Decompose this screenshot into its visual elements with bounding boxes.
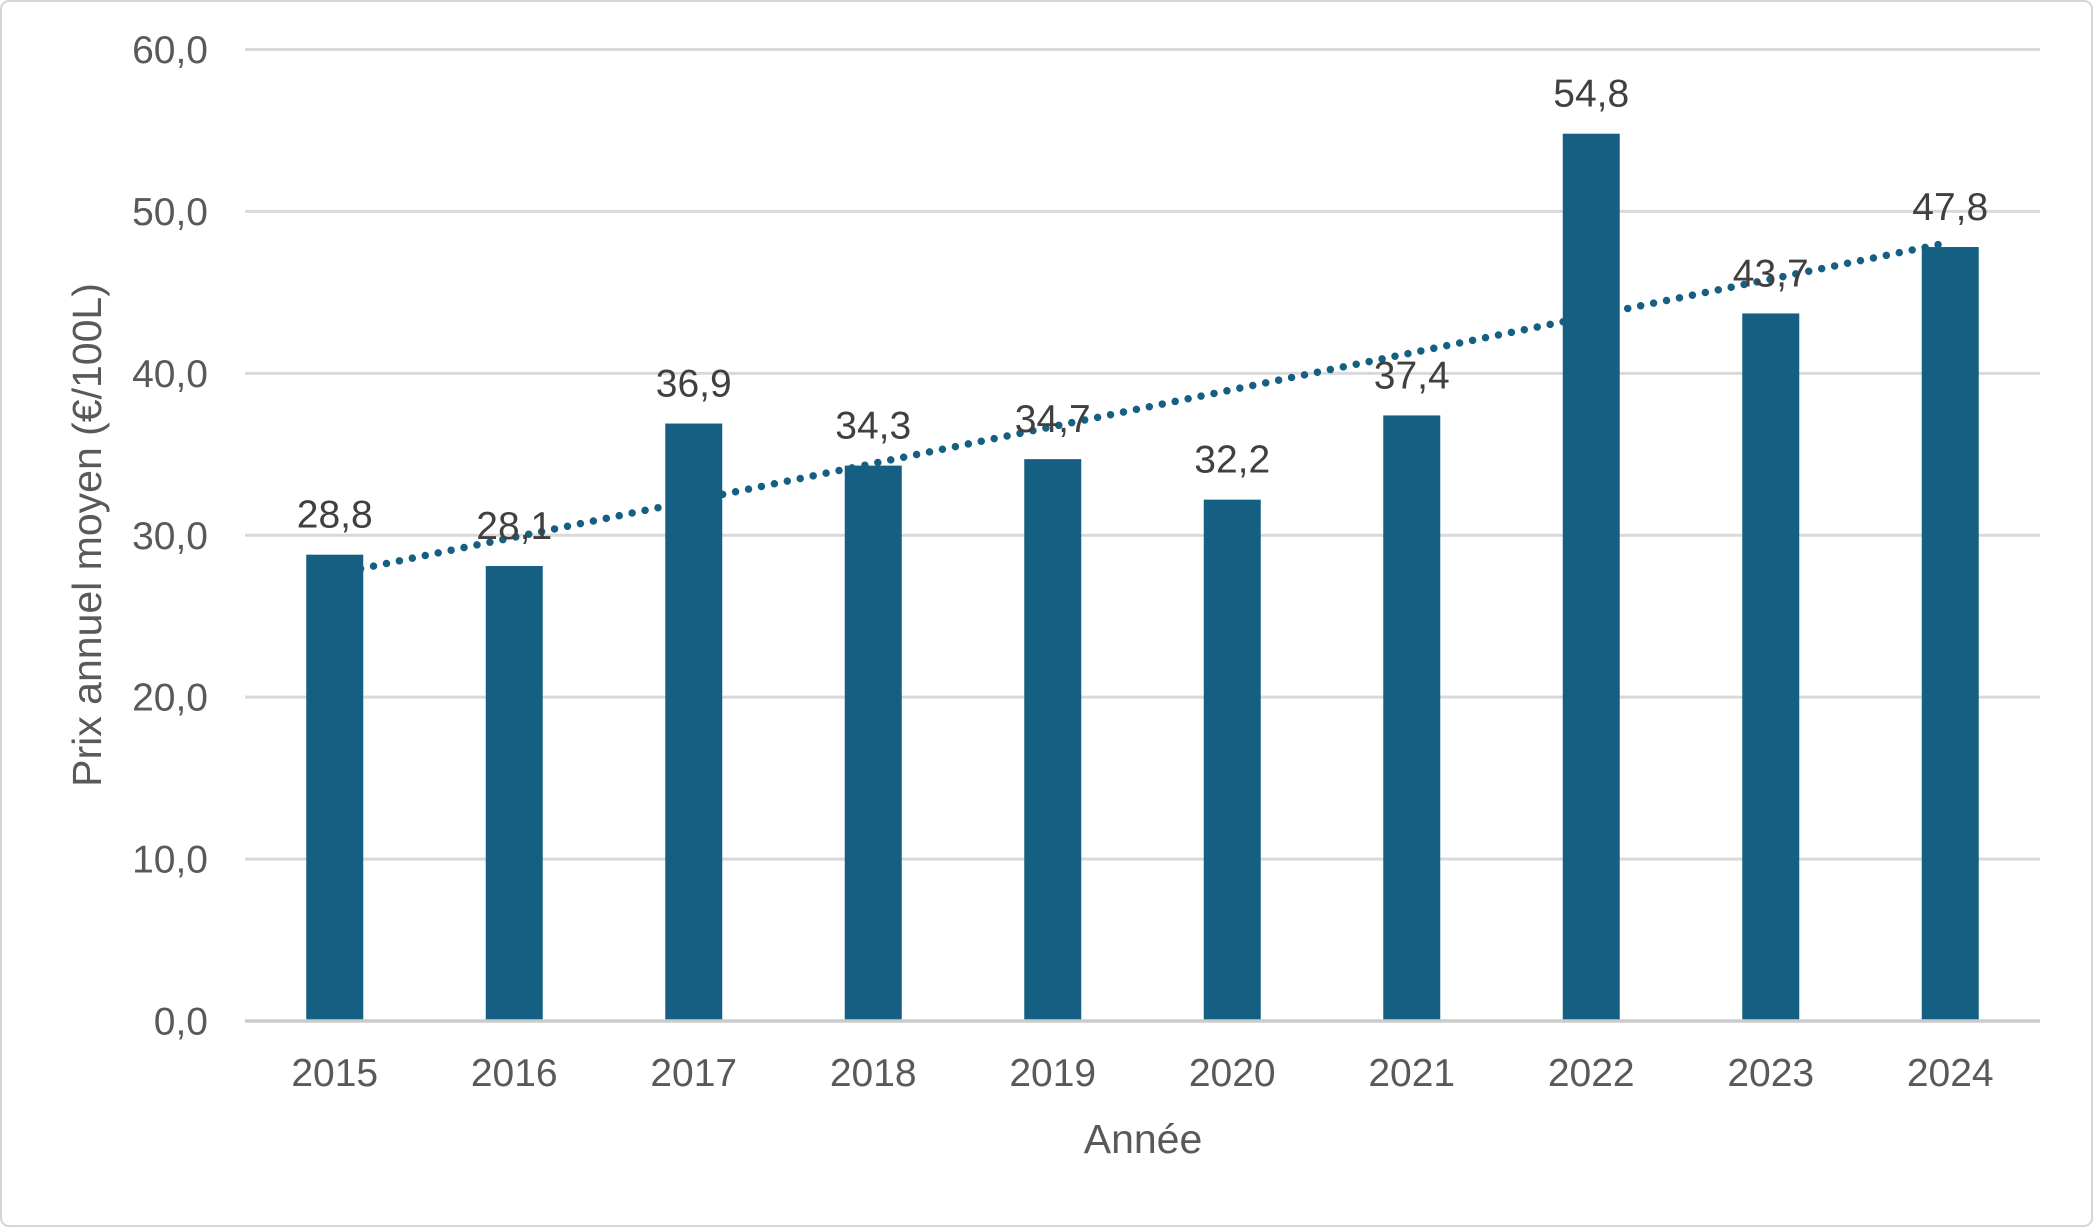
y-tick-label-10: 10,0	[132, 839, 208, 882]
bar-2018	[844, 465, 902, 1021]
bar-2022	[1562, 133, 1620, 1022]
y-tick-label-0: 0,0	[154, 1001, 208, 1044]
bar-2023	[1742, 313, 1800, 1021]
y-tick-label-30: 30,0	[132, 515, 208, 558]
value-label-2016: 28,1	[476, 505, 552, 548]
gridlines	[245, 48, 2040, 861]
bar-2024	[1921, 247, 1979, 1021]
x-tick-label-2023: 2023	[1727, 1052, 1814, 1095]
x-tick-label-2022: 2022	[1548, 1052, 1635, 1095]
y-tick-label-50: 50,0	[132, 191, 208, 234]
y-axis-title: Prix annuel moyen (€/100L)	[64, 283, 110, 787]
trendline-dotted	[331, 238, 1954, 578]
x-tick-label-2024: 2024	[1907, 1052, 1994, 1095]
bar-2015	[306, 554, 364, 1021]
y-tick-label-60: 60,0	[132, 29, 208, 72]
value-label-2015: 28,8	[297, 494, 373, 537]
value-label-2017: 36,9	[656, 363, 732, 406]
x-axis-tick-labels: 2015 2016 2017 2018 2019 2020 2021 2022 2023 2024	[291, 1052, 1993, 1095]
y-tick-label-40: 40,0	[132, 353, 208, 396]
value-label-2022: 54,8	[1553, 73, 1629, 116]
bar-2019	[1024, 459, 1082, 1021]
x-tick-label-2016: 2016	[471, 1052, 558, 1095]
bar-2021	[1383, 415, 1441, 1022]
y-tick-label-20: 20,0	[132, 677, 208, 720]
x-tick-label-2019: 2019	[1009, 1052, 1096, 1095]
value-label-2020: 32,2	[1194, 439, 1270, 482]
bar-series	[306, 133, 1979, 1022]
y-axis-tick-labels: 0,0 10,0 20,0 30,0 40,0 50,0 60,0	[132, 29, 208, 1044]
value-label-2023: 43,7	[1733, 252, 1809, 295]
value-labels: 28,8 28,1 36,9 34,3 34,7 32,2 37,4 54,8 43,7 47,8	[297, 73, 1988, 548]
x-axis-title: Année	[1084, 1116, 1203, 1162]
x-tick-label-2018: 2018	[830, 1052, 917, 1095]
x-tick-label-2021: 2021	[1368, 1052, 1455, 1095]
x-tick-label-2020: 2020	[1189, 1052, 1276, 1095]
value-label-2019: 34,7	[1015, 398, 1091, 441]
bar-2017	[665, 423, 723, 1022]
value-label-2024: 47,8	[1912, 186, 1988, 229]
bar-2020	[1203, 499, 1261, 1022]
x-tick-label-2015: 2015	[291, 1052, 378, 1095]
value-label-2021: 37,4	[1374, 354, 1450, 397]
bar-2016	[485, 566, 543, 1021]
x-tick-label-2017: 2017	[650, 1052, 737, 1095]
value-label-2018: 34,3	[835, 405, 911, 448]
